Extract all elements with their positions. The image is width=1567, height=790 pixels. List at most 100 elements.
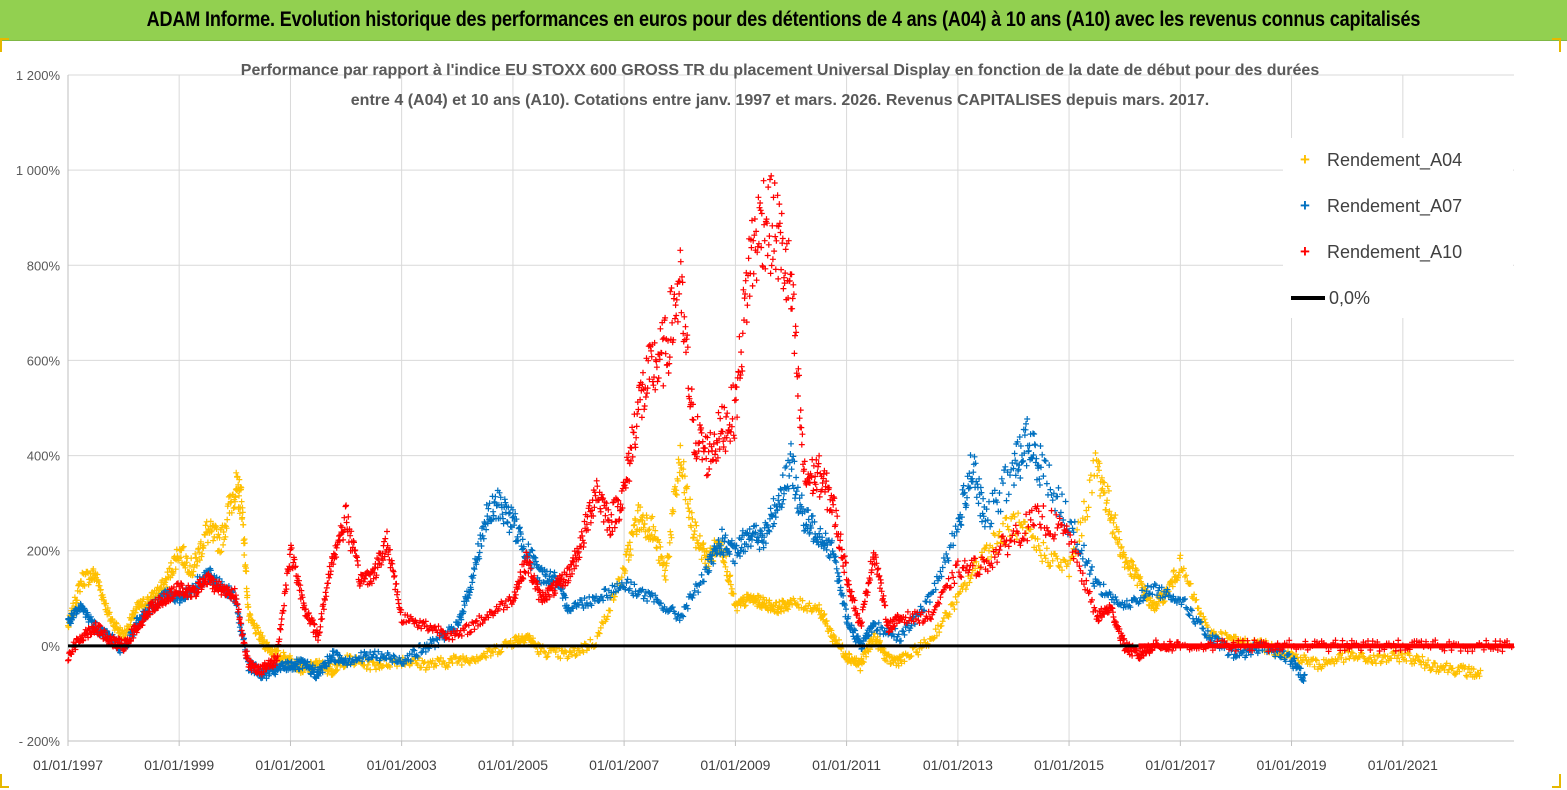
data-point [1031,522,1038,529]
data-point [1210,628,1217,635]
data-point [410,646,417,653]
data-point [659,555,666,562]
data-point [719,526,725,533]
data-point [1115,541,1122,547]
data-point [333,667,340,674]
data-point [453,653,459,660]
scatter-chart: - 200%0%200%400%600%800%1 000%1 200%01/0… [16,68,1515,773]
data-point [986,547,992,554]
data-point [466,660,473,667]
data-point [244,592,251,599]
data-point [1005,526,1012,533]
data-point [458,662,465,668]
data-point [772,233,779,240]
data-point [106,609,113,616]
data-point [1024,416,1031,422]
data-point [1185,611,1192,618]
data-point [989,544,996,551]
data-point [809,512,816,519]
data-point [830,501,837,508]
data-point [662,576,669,583]
data-point [721,559,728,566]
data-point [705,471,711,478]
data-point [1111,534,1118,541]
data-point [782,246,789,253]
data-point [818,607,825,614]
data-point [778,608,785,615]
data-point [792,491,799,498]
data-point [1010,511,1017,518]
data-point [781,490,787,497]
data-point [772,266,779,273]
data-point [672,483,678,490]
data-point [677,442,684,449]
data-point [645,527,652,534]
data-point [668,534,675,541]
data-point [769,256,776,263]
data-point [669,319,676,326]
data-point [1019,458,1026,465]
data-point [874,566,881,573]
data-point [857,667,864,674]
corner-mark-top-left [0,38,9,52]
data-point [622,567,629,574]
data-point [447,655,454,662]
data-point [90,566,97,572]
data-point [790,485,797,492]
data-point [608,511,615,518]
data-point [1313,657,1320,664]
data-point [790,291,797,298]
data-point [1085,504,1092,511]
data-point [228,509,235,516]
data-point [1104,497,1111,504]
data-point [1115,528,1122,535]
data-point [961,557,968,564]
data-point [1101,489,1108,496]
data-point [685,514,692,521]
data-point [753,277,760,284]
data-point [65,656,72,663]
data-point [1090,457,1097,464]
data-point [232,494,239,501]
data-point [1011,482,1017,489]
data-point [610,597,617,603]
data-point [654,378,661,385]
data-point [505,510,512,517]
data-point [775,275,782,282]
data-point [773,237,780,244]
data-point [1036,521,1043,528]
data-point [1021,432,1028,439]
data-point [370,659,377,666]
data-point [1293,651,1300,658]
data-point [1046,462,1053,469]
data-point [691,528,698,534]
data-point [281,602,288,609]
data-point [994,540,1001,547]
data-point [480,650,487,657]
data-point [681,473,688,480]
data-point [197,538,204,545]
data-point [1112,512,1119,518]
data-point [132,609,139,616]
data-point [779,472,786,479]
data-point [384,528,390,535]
data-point [949,600,956,607]
data-point [696,532,703,539]
data-point [785,606,792,613]
data-point [739,330,746,337]
data-point [1193,596,1200,603]
data-point [382,535,389,542]
data-point [1047,486,1054,493]
data-point [837,584,844,591]
data-point [778,604,785,611]
data-point [1002,463,1009,470]
data-point [780,496,787,503]
data-point [512,633,519,640]
data-point [696,439,703,446]
data-point [1099,485,1106,492]
data-point [977,484,984,491]
data-point [1076,538,1083,545]
data-point [703,455,710,462]
data-point [968,571,975,578]
data-point [1003,514,1010,521]
